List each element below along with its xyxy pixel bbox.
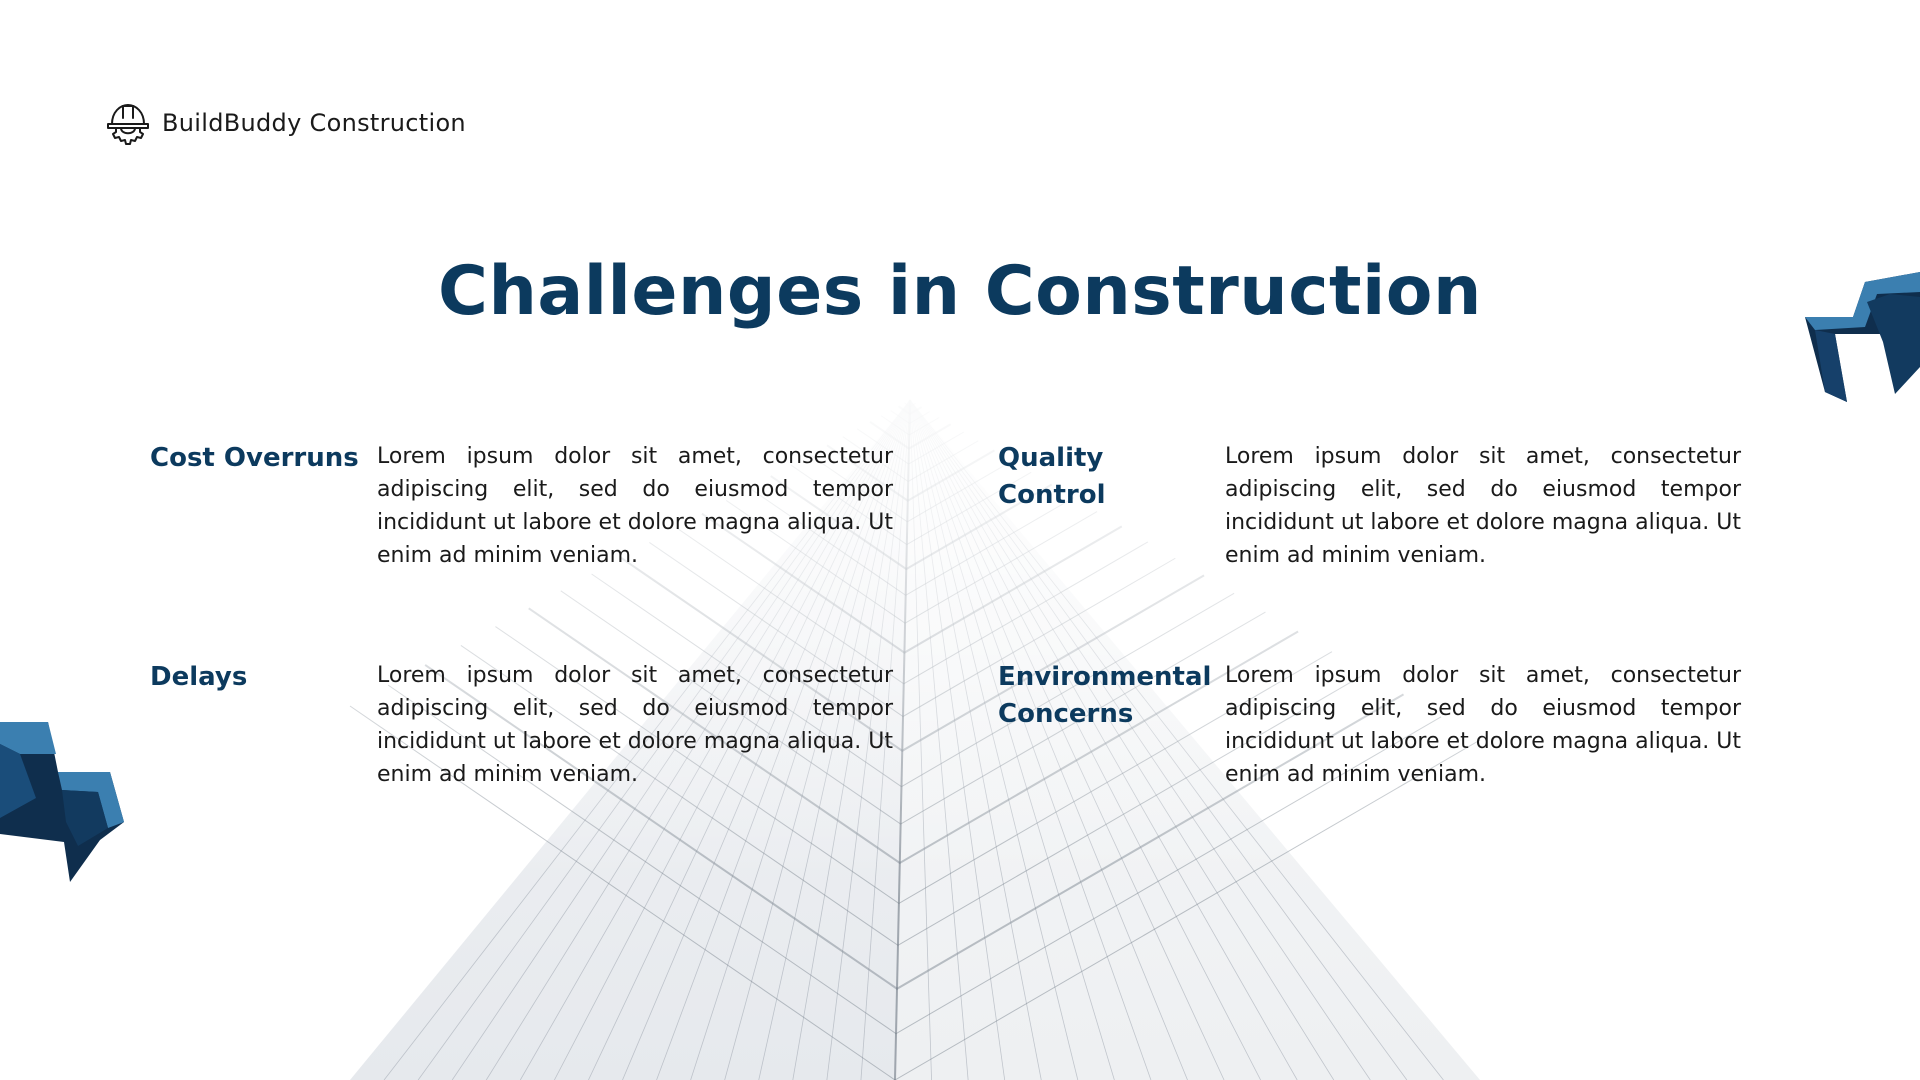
hardhat-gear-icon: [107, 104, 149, 145]
challenge-description-quality-control: Lorem ipsum dolor sit amet, consectetur …: [1225, 444, 1741, 568]
challenge-heading-environmental-concerns: Environmental Concerns: [998, 662, 1212, 729]
page-title: Challenges in Construction: [438, 252, 1482, 331]
challenge-heading-quality-control: Quality Control: [998, 443, 1106, 510]
challenge-heading-delays: Delays: [150, 662, 248, 692]
challenge-description-environmental-concerns: Lorem ipsum dolor sit amet, consectetur …: [1225, 663, 1741, 787]
brand-name: BuildBuddy Construction: [162, 109, 466, 137]
challenge-heading-cost-overruns: Cost Overruns: [150, 443, 359, 473]
brand: BuildBuddy Construction: [106, 100, 466, 146]
challenge-description-delays: Lorem ipsum dolor sit amet, consectetur …: [377, 663, 893, 787]
decorative-block-shape-right: [1805, 272, 1920, 402]
challenge-description-cost-overruns: Lorem ipsum dolor sit amet, consectetur …: [377, 444, 893, 568]
decorative-block-shape-left: [0, 722, 124, 882]
